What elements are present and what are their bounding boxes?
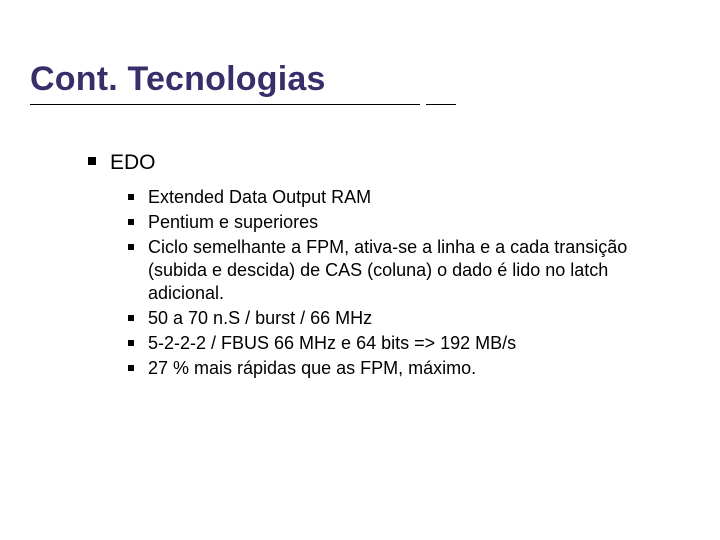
level2-text: Pentium e superiores [148, 211, 318, 234]
title-rule-main [30, 104, 420, 105]
bullet-icon [128, 315, 134, 321]
bullet-icon [128, 365, 134, 371]
slide: Cont. Tecnologias EDO Extended Data Outp… [0, 0, 720, 540]
list-item: Ciclo semelhante a FPM, ativa-se a linha… [128, 236, 660, 305]
level1-list: EDO [88, 150, 156, 176]
level2-text: Ciclo semelhante a FPM, ativa-se a linha… [148, 236, 660, 305]
slide-title: Cont. Tecnologias [30, 60, 326, 99]
level1-text: EDO [110, 150, 156, 176]
bullet-icon [128, 219, 134, 225]
list-item: 27 % mais rápidas que as FPM, máximo. [128, 357, 660, 380]
list-item: Extended Data Output RAM [128, 186, 660, 209]
title-rule-tail [426, 104, 456, 105]
bullet-icon [128, 244, 134, 250]
list-item: 5-2-2-2 / FBUS 66 MHz e 64 bits => 192 M… [128, 332, 660, 355]
list-item: 50 a 70 n.S / burst / 66 MHz [128, 307, 660, 330]
level2-text: 50 a 70 n.S / burst / 66 MHz [148, 307, 372, 330]
bullet-icon [128, 340, 134, 346]
level2-text: 27 % mais rápidas que as FPM, máximo. [148, 357, 476, 380]
level2-list: Extended Data Output RAM Pentium e super… [128, 186, 660, 382]
bullet-icon [128, 194, 134, 200]
level2-text: 5-2-2-2 / FBUS 66 MHz e 64 bits => 192 M… [148, 332, 516, 355]
bullet-icon [88, 157, 96, 165]
level2-text: Extended Data Output RAM [148, 186, 371, 209]
list-item: Pentium e superiores [128, 211, 660, 234]
list-item: EDO [88, 150, 156, 176]
